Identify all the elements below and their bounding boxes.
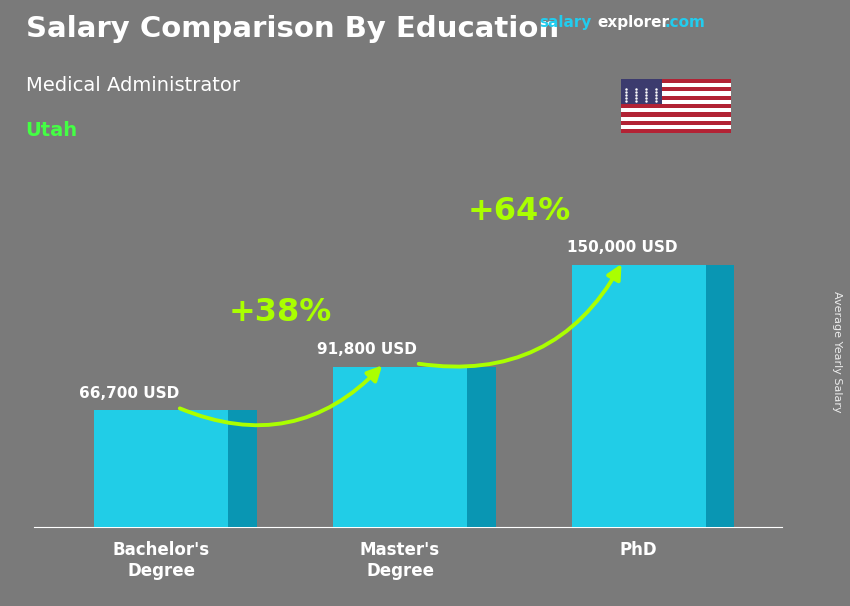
Bar	[620, 96, 731, 100]
Polygon shape	[620, 79, 662, 104]
Polygon shape	[467, 367, 496, 527]
Polygon shape	[572, 265, 706, 527]
Text: 150,000 USD: 150,000 USD	[567, 240, 677, 255]
Bar	[620, 79, 731, 83]
Text: Medical Administrator: Medical Administrator	[26, 76, 240, 95]
Bar	[620, 108, 731, 112]
Text: +64%: +64%	[468, 196, 571, 227]
Text: explorer: explorer	[598, 15, 670, 30]
Text: salary: salary	[540, 15, 592, 30]
Polygon shape	[228, 410, 257, 527]
Bar	[620, 116, 731, 121]
FancyArrowPatch shape	[419, 268, 620, 367]
Bar	[620, 129, 731, 133]
Bar	[620, 87, 731, 92]
Text: +38%: +38%	[229, 298, 332, 328]
Text: Salary Comparison By Education: Salary Comparison By Education	[26, 15, 558, 43]
Bar	[620, 104, 731, 108]
Polygon shape	[333, 367, 467, 527]
Text: 66,700 USD: 66,700 USD	[78, 386, 178, 401]
Polygon shape	[706, 265, 734, 527]
Text: Utah: Utah	[26, 121, 77, 140]
Bar	[620, 100, 731, 104]
Text: .com: .com	[665, 15, 706, 30]
Bar	[620, 92, 731, 96]
Text: Average Yearly Salary: Average Yearly Salary	[832, 291, 842, 412]
Bar	[620, 112, 731, 116]
Bar	[620, 125, 731, 129]
FancyArrowPatch shape	[180, 368, 379, 425]
Text: 91,800 USD: 91,800 USD	[317, 342, 417, 357]
Polygon shape	[94, 410, 228, 527]
Bar	[620, 121, 731, 125]
Bar	[620, 83, 731, 87]
